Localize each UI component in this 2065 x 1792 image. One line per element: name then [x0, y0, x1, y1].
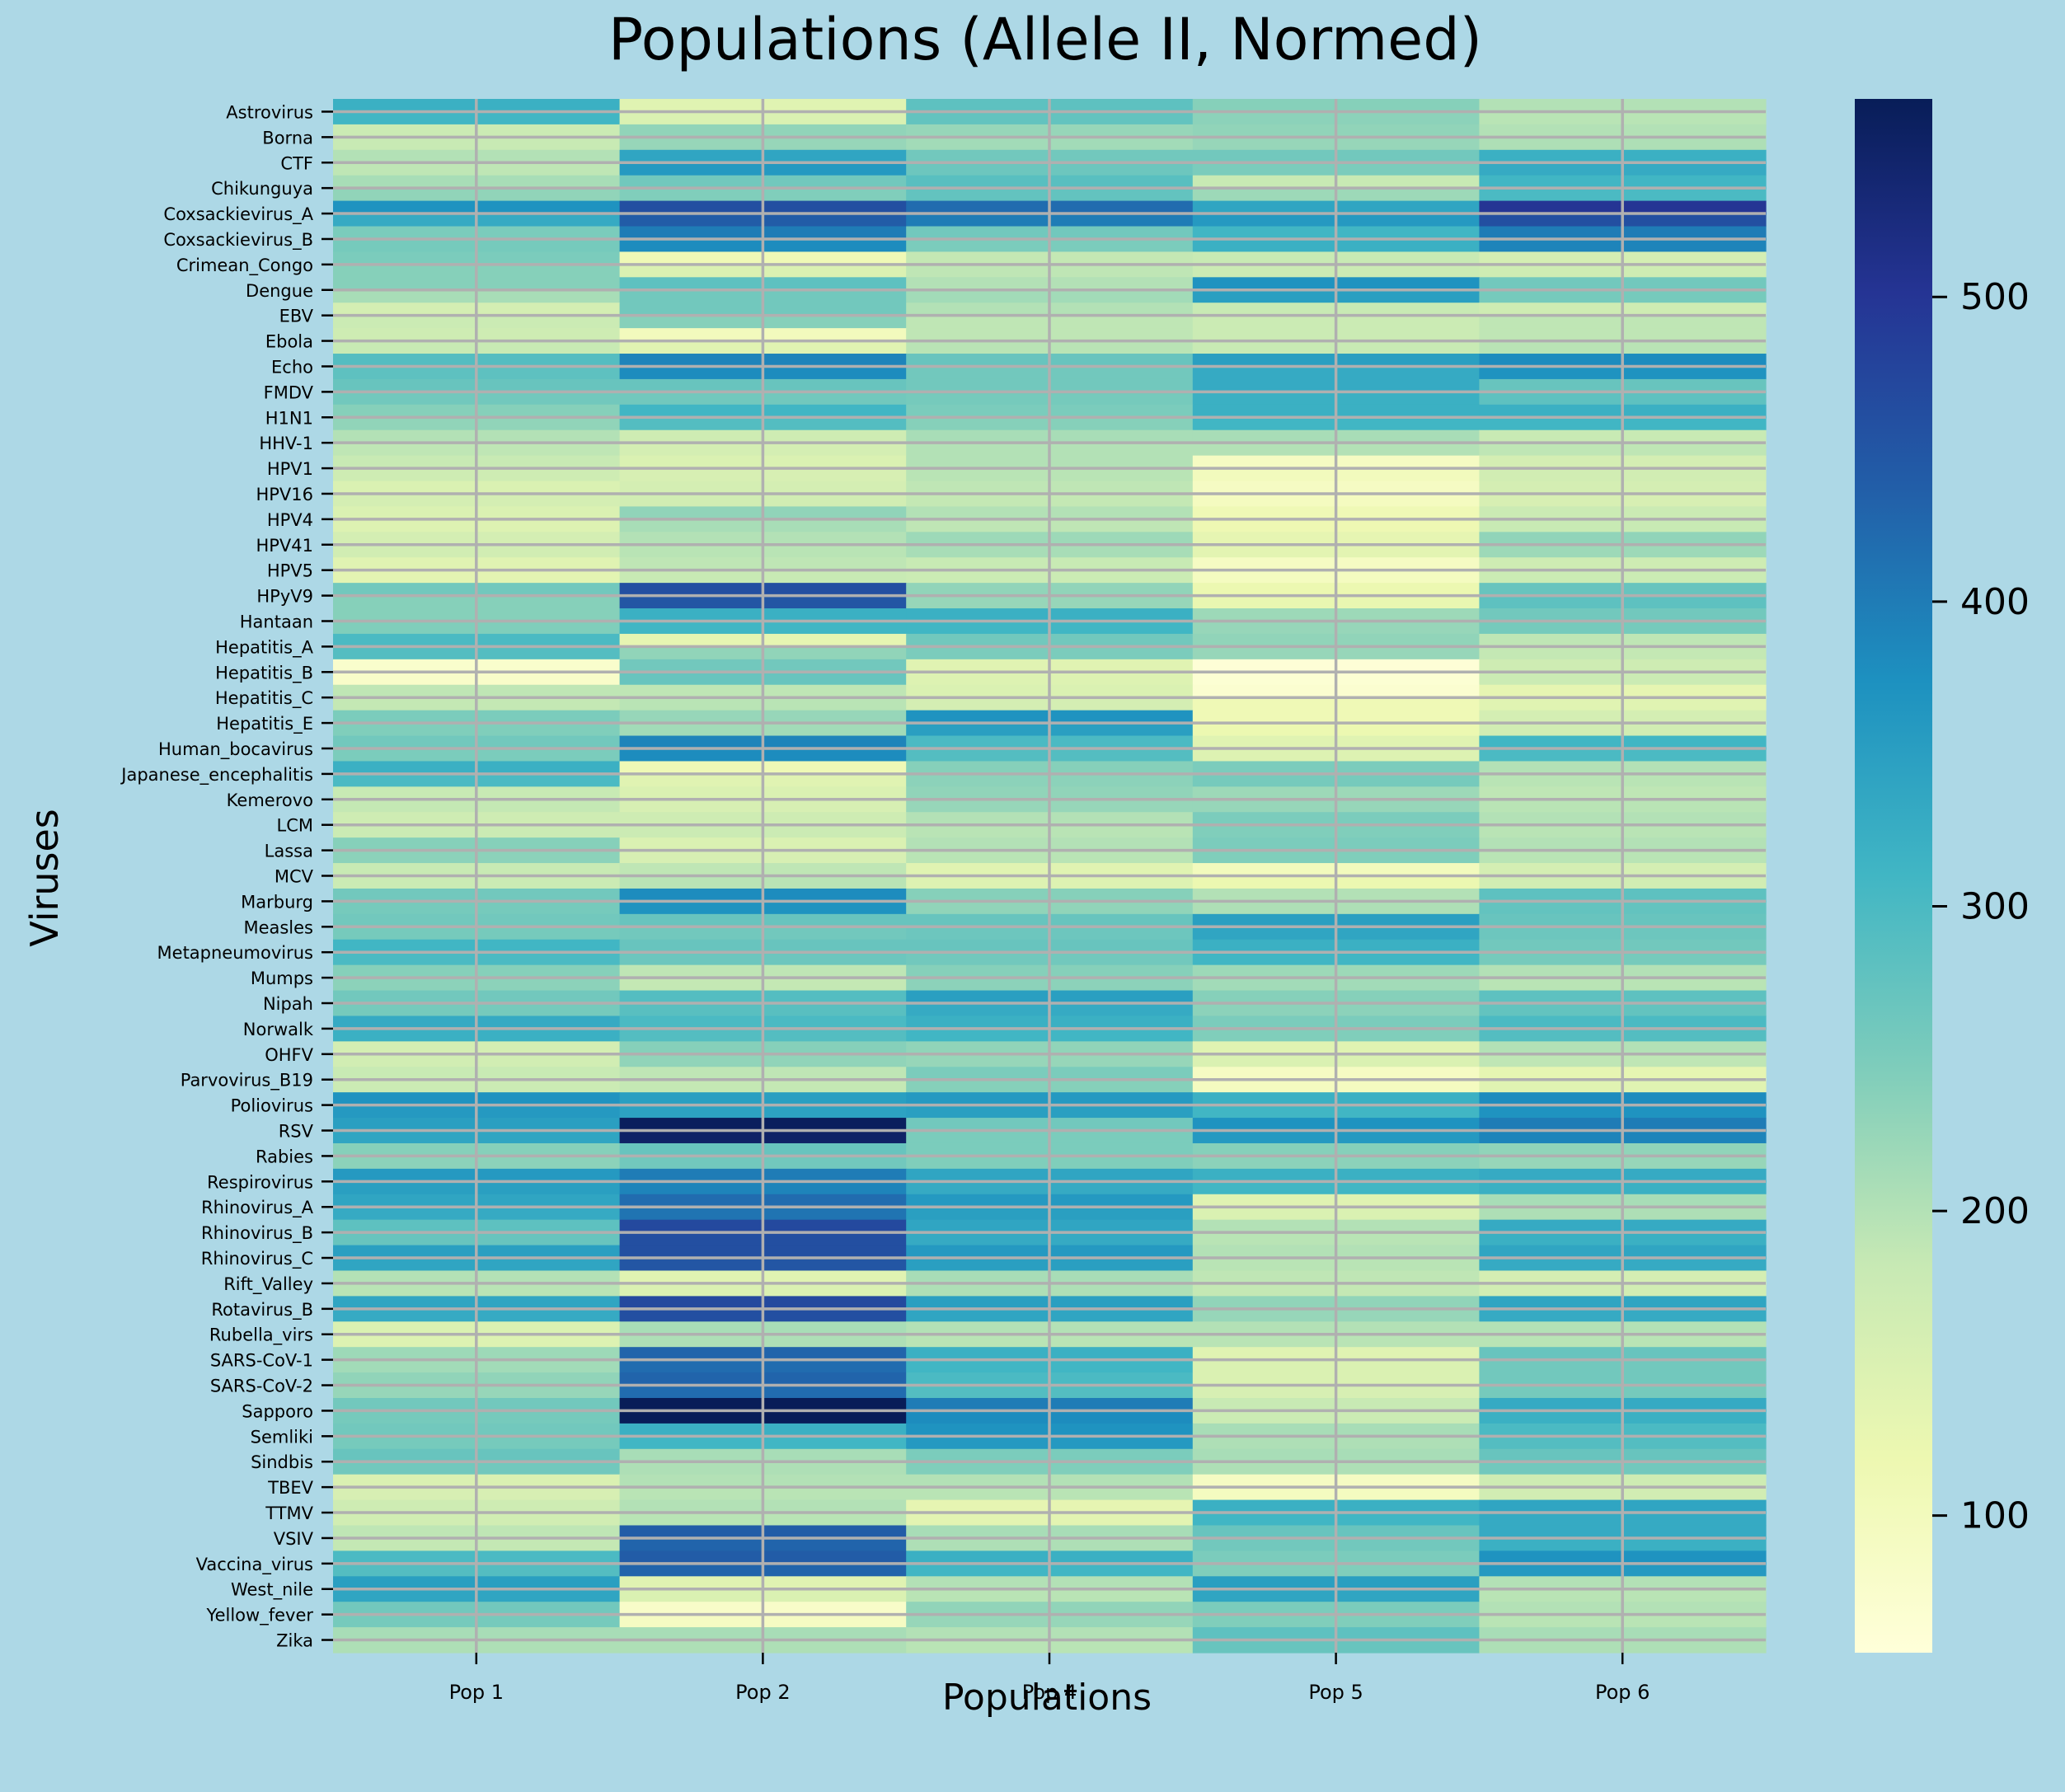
y-tick-label: Chikunguya [211, 179, 313, 199]
x-tick-label: Pop 5 [1308, 1681, 1363, 1704]
y-tick-label: Mumps [251, 969, 313, 988]
y-tick-label: LCM [277, 816, 313, 836]
y-tick-label: Hepatitis_E [216, 714, 313, 734]
y-tick-label: HPV1 [267, 459, 313, 479]
y-tick-label: Respirovirus [207, 1172, 313, 1192]
y-tick-label: Dengue [246, 281, 313, 301]
y-tick-label: Hantaan [240, 612, 313, 631]
y-tick-label: SARS-CoV-1 [210, 1351, 313, 1371]
y-tick-label: Japanese_encephalitis [120, 765, 313, 786]
y-tick-label: Rhinovirus_B [201, 1223, 313, 1244]
y-axis-label: Viruses [22, 809, 67, 947]
y-tick-label: Crimean_Congo [176, 256, 313, 276]
colorbar-tick-label: 500 [1960, 276, 2030, 318]
y-tick-label: Coxsackievirus_A [163, 204, 313, 225]
y-tick-label: Rhinovirus_A [201, 1198, 314, 1218]
y-tick-label: Rotavirus_B [211, 1300, 313, 1321]
y-tick-label: HHV-1 [259, 434, 313, 453]
x-tick-label: Pop 2 [735, 1681, 790, 1704]
y-tick-label: Sindbis [251, 1452, 313, 1472]
y-tick-label: Rubella_virs [209, 1325, 313, 1346]
y-tick-label: Marburg [241, 892, 313, 912]
y-tick-label: West_nile [231, 1580, 313, 1601]
y-tick-label: Hepatitis_C [215, 688, 313, 709]
y-axis: Astrovirus Borna CTF Chikunguya Coxsackievir… [120, 102, 333, 1651]
y-tick-label: Astrovirus [226, 102, 313, 122]
y-tick-label: Vaccina_virus [196, 1555, 313, 1575]
y-tick-label: H1N1 [265, 408, 313, 428]
y-tick-label: Rhinovirus_C [201, 1249, 313, 1269]
gridlines [333, 99, 1766, 1653]
colorbar-ticks: 100 200 300 400 500 [1932, 276, 2030, 1537]
y-tick-label: Sapporo [242, 1401, 313, 1421]
x-axis-label: Populations [942, 1677, 1152, 1719]
x-axis: Pop 1 Pop 2 Pop 4 Pop 5 Pop 6 [449, 1653, 1650, 1704]
y-tick-label: TBEV [267, 1478, 314, 1498]
colorbar [1855, 99, 1932, 1653]
y-tick-label: Rabies [256, 1147, 313, 1166]
y-tick-label: Nipah [263, 994, 313, 1014]
y-tick-label: TTMV [265, 1503, 313, 1523]
y-tick-label: RSV [279, 1122, 314, 1142]
y-tick-label: Metapneumovirus [157, 943, 313, 963]
y-tick-label: FMDV [264, 382, 314, 402]
x-tick-label: Pop 6 [1595, 1681, 1650, 1704]
y-tick-label: Ebola [265, 332, 313, 352]
x-tick-label: Pop 4 [1022, 1681, 1077, 1704]
y-tick-label: VSIV [274, 1529, 314, 1549]
y-tick-label: EBV [279, 307, 314, 326]
colorbar-tick-label: 100 [1960, 1495, 2030, 1537]
y-tick-label: Rift_Valley [223, 1274, 313, 1295]
y-tick-label: HPyV9 [256, 587, 313, 607]
y-tick-label: HPV41 [256, 536, 313, 556]
y-tick-label: OHFV [265, 1045, 313, 1065]
x-tick-label: Pop 1 [449, 1681, 504, 1704]
y-tick-label: Semliki [251, 1427, 313, 1447]
y-tick-label: HPV16 [256, 485, 313, 504]
y-tick-label: MCV [275, 867, 314, 887]
y-tick-label: SARS-CoV-2 [210, 1377, 313, 1396]
y-tick-label: Coxsackievirus_B [163, 230, 313, 251]
y-tick-label: CTF [280, 153, 313, 173]
y-tick-label: Kemerovo [227, 790, 313, 810]
y-tick-label: Zika [276, 1631, 313, 1651]
y-tick-label: Echo [271, 357, 313, 377]
colorbar-tick-label: 400 [1960, 581, 2030, 623]
y-tick-label: Lassa [265, 842, 313, 861]
y-tick-label: Norwalk [243, 1020, 314, 1039]
y-tick-label: Poliovirus [231, 1096, 313, 1116]
y-tick-label: HPV4 [267, 510, 313, 530]
y-tick-label: HPV5 [267, 561, 313, 581]
y-tick-label: Borna [262, 128, 313, 148]
y-tick-label: Yellow_fever [206, 1606, 314, 1626]
colorbar-tick-label: 300 [1960, 885, 2030, 927]
colorbar-tick-label: 200 [1960, 1190, 2030, 1232]
y-tick-label: Measles [243, 917, 313, 937]
y-tick-label: Human_bocavirus [158, 739, 313, 760]
y-tick-label: Hepatitis_B [215, 663, 313, 683]
chart-title: Populations (Allele II, Normed) [608, 6, 1482, 73]
y-tick-label: Hepatitis_A [215, 637, 313, 658]
y-tick-label: Parvovirus_B19 [181, 1071, 313, 1091]
